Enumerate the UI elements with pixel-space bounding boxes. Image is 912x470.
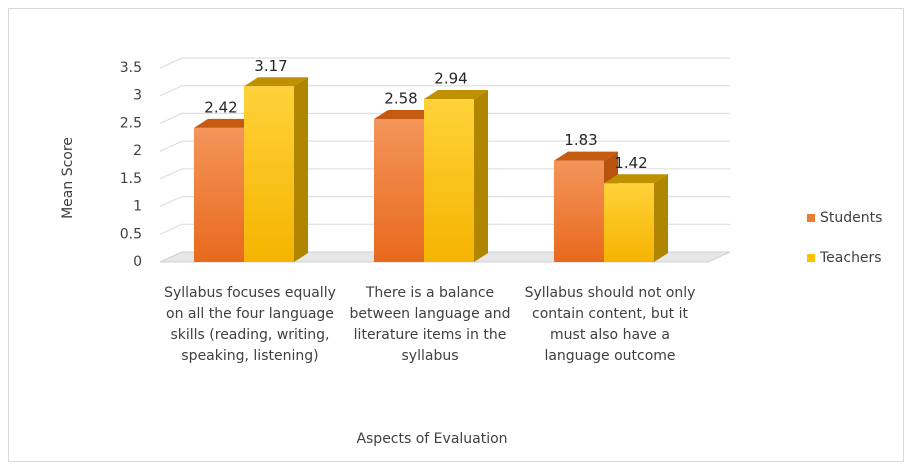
bar — [554, 160, 604, 262]
x-tick-label: Syllabus should not only contain content… — [524, 285, 696, 364]
bar — [374, 118, 424, 262]
y-tick-label: 0 — [133, 254, 142, 270]
y-tick-label: 0.5 — [120, 226, 142, 242]
y-tick-label: 1.5 — [120, 171, 142, 187]
grid-line — [159, 57, 730, 69]
grid-line — [159, 140, 730, 152]
bar-top — [244, 77, 308, 87]
legend-label: Students — [820, 210, 882, 226]
bar — [194, 127, 244, 262]
data-label: 2.42 — [204, 98, 237, 116]
y-tick-label: 3 — [133, 88, 142, 104]
bar-side — [294, 77, 308, 262]
data-label: 1.83 — [564, 131, 597, 149]
y-tick-label: 3.5 — [120, 60, 142, 76]
data-label: 2.94 — [434, 70, 467, 88]
data-label: 2.58 — [384, 89, 417, 107]
x-tick-label: Syllabus focuses equally on all the four… — [164, 285, 336, 364]
legend-label: Teachers — [819, 250, 882, 266]
bar — [424, 99, 474, 262]
bar-top — [604, 174, 668, 184]
legend-swatch — [807, 214, 815, 222]
bar-top — [194, 118, 258, 128]
grid-line — [159, 85, 730, 97]
bar-top — [554, 151, 618, 161]
y-axis-title: Mean Score — [60, 137, 76, 219]
bar-top — [374, 109, 438, 119]
data-label: 3.17 — [254, 57, 287, 75]
bar — [604, 183, 654, 262]
y-tick-label: 1 — [133, 199, 142, 215]
y-tick-label: 2.5 — [120, 115, 142, 131]
bar-side — [654, 174, 668, 262]
x-axis-title: Aspects of Evaluation — [356, 431, 507, 447]
bar-top — [424, 90, 488, 100]
y-tick-label: 2 — [133, 143, 142, 159]
bar-side — [474, 90, 488, 262]
grid-line — [159, 196, 730, 208]
grid-line — [159, 112, 730, 124]
grid-line — [159, 168, 730, 180]
data-label: 1.42 — [614, 154, 647, 172]
grid-line — [159, 223, 730, 235]
bar — [244, 86, 294, 262]
x-tick-label: There is a balance between language and … — [349, 285, 511, 364]
legend-swatch — [807, 254, 815, 262]
